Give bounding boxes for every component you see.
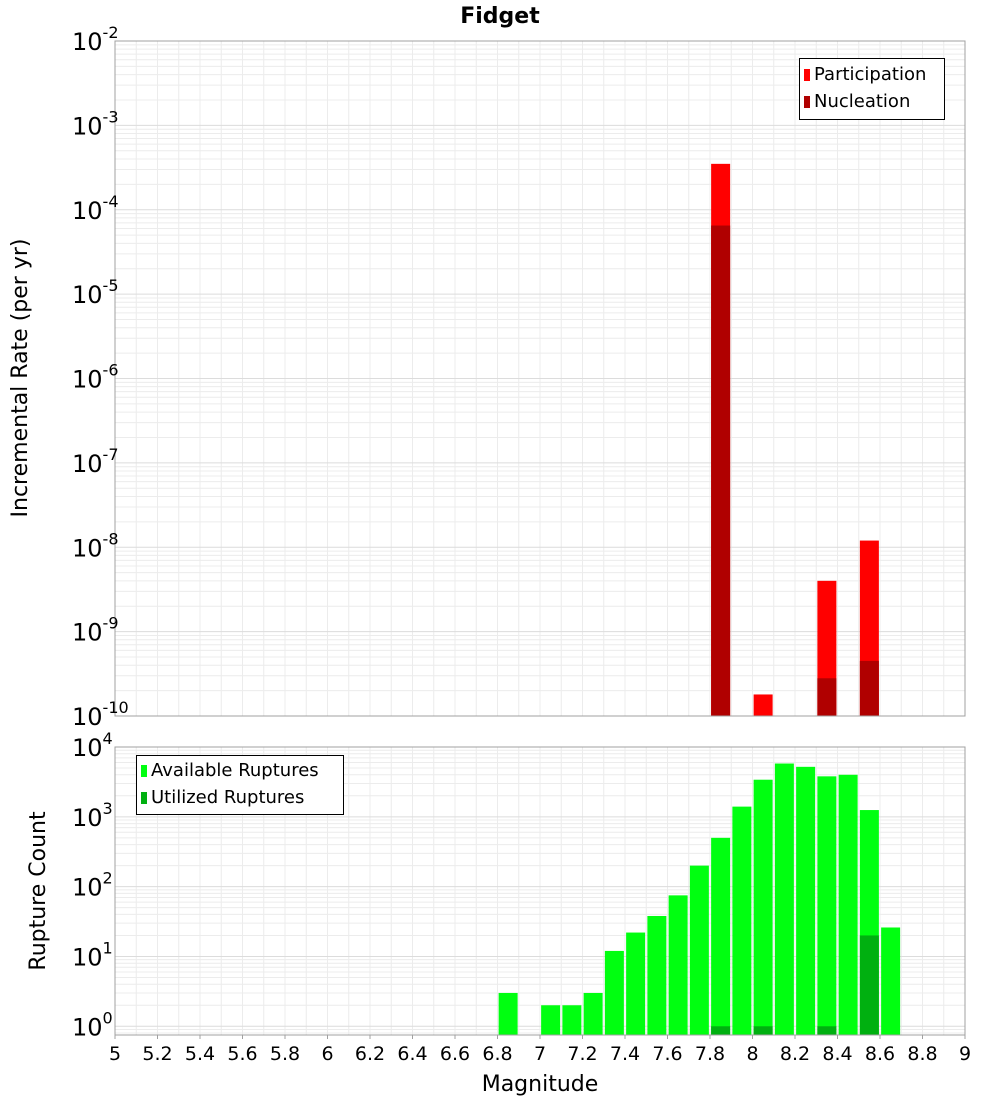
available-ruptures-bar	[732, 806, 752, 1035]
y-tick-label: 10-3	[72, 107, 119, 140]
available-ruptures-bar	[583, 992, 603, 1035]
available-ruptures-bar	[817, 776, 837, 1035]
legend-item-available: Available Ruptures	[137, 757, 343, 784]
x-tick-label: 6.4	[397, 1043, 427, 1065]
available-ruptures-bar	[541, 1005, 561, 1035]
x-tick-label: 8.6	[865, 1043, 895, 1065]
count-panel: 100 101 102 103 104 5 5.2 5.4 5.6 5.8 6 6.2 6.4 6.6 6…	[26, 729, 971, 1097]
nucleation-bar	[711, 225, 731, 716]
available-ruptures-bar	[689, 865, 709, 1035]
rate-y-axis-label: Incremental Rate (per yr)	[8, 239, 33, 518]
utilized-swatch	[141, 791, 147, 804]
y-tick-label: 10-10	[72, 698, 129, 731]
utilized-ruptures-bar	[817, 1026, 837, 1035]
legend-label-available: Available Ruptures	[151, 760, 319, 781]
nucleation-bar	[859, 660, 879, 716]
x-tick-label: 7.4	[610, 1043, 640, 1065]
legend-item-nucleation: Nucleation	[800, 88, 944, 115]
y-tick-label: 10-4	[72, 192, 119, 225]
legend-label-utilized: Utilized Ruptures	[151, 787, 305, 808]
available-ruptures-bar	[604, 950, 624, 1035]
y-tick-label: 10-9	[72, 614, 119, 647]
y-tick-label: 102	[72, 869, 113, 902]
x-tick-label: 6.6	[440, 1043, 470, 1065]
x-tick-label: 5	[109, 1043, 121, 1065]
x-tick-label: 6.8	[482, 1043, 512, 1065]
x-tick-label: 6	[321, 1043, 333, 1065]
x-tick-label: 6.2	[355, 1043, 385, 1065]
legend-item-utilized: Utilized Ruptures	[137, 784, 343, 811]
rate-legend: Participation Nucleation	[799, 58, 945, 120]
x-tick-label: 8	[746, 1043, 758, 1065]
y-tick-label: 103	[72, 799, 113, 832]
rate-panel: 10-10 10-9 10-8 10-7 10-6 10-5 10-4 10-3 10-2 In…	[8, 23, 966, 731]
x-tick-label: 7.6	[652, 1043, 682, 1065]
available-ruptures-bar	[753, 779, 773, 1035]
x-tick-label: 5.8	[270, 1043, 300, 1065]
count-y-ticks: 100 101 102 103 104	[72, 729, 113, 1041]
available-ruptures-bar	[838, 774, 858, 1035]
x-tick-label: 7.8	[695, 1043, 725, 1065]
x-tick-label: 5.2	[142, 1043, 172, 1065]
available-ruptures-bar	[626, 932, 646, 1035]
count-y-axis-label: Rupture Count	[26, 811, 51, 971]
available-ruptures-bar	[774, 763, 794, 1035]
count-legend: Available Ruptures Utilized Ruptures	[136, 755, 344, 815]
x-tick-label: 8.8	[907, 1043, 937, 1065]
x-tick-label: 9	[959, 1043, 971, 1065]
count-bars	[498, 763, 901, 1035]
x-tick-label: 5.6	[227, 1043, 257, 1065]
chart-title: Fidget	[460, 4, 540, 29]
legend-label-participation: Participation	[814, 64, 927, 85]
y-tick-label: 10-8	[72, 529, 119, 562]
rate-y-ticks: 10-10 10-9 10-8 10-7 10-6 10-5 10-4 10-3 10-2	[72, 23, 129, 731]
available-ruptures-bar	[647, 915, 667, 1035]
utilized-ruptures-bar	[859, 935, 879, 1035]
participation-bar	[753, 694, 773, 716]
legend-label-nucleation: Nucleation	[814, 91, 911, 112]
x-axis-label: Magnitude	[482, 1072, 599, 1097]
available-ruptures-bar	[796, 766, 816, 1035]
rate-bars	[711, 163, 879, 717]
y-tick-label: 101	[72, 938, 113, 971]
available-swatch	[141, 764, 147, 777]
available-ruptures-bar	[498, 992, 518, 1035]
y-tick-label: 10-5	[72, 276, 119, 309]
y-tick-label: 100	[72, 1008, 113, 1041]
x-tick-label: 8.2	[780, 1043, 810, 1065]
x-tick-label: 5.4	[185, 1043, 215, 1065]
nucleation-bar	[817, 678, 837, 716]
x-tick-label: 8.4	[822, 1043, 852, 1065]
x-ticks: 5 5.2 5.4 5.6 5.8 6 6.2 6.4 6.6 6.8 7 7.2 7.4 7.6 7.8 8…	[109, 1035, 971, 1065]
utilized-ruptures-bar	[711, 1026, 731, 1035]
available-ruptures-bar	[711, 837, 731, 1035]
available-ruptures-bar	[668, 895, 688, 1035]
x-tick-label: 7	[534, 1043, 546, 1065]
nucleation-swatch	[804, 95, 810, 108]
legend-item-participation: Participation	[800, 61, 944, 88]
utilized-ruptures-bar	[753, 1026, 773, 1035]
participation-swatch	[804, 68, 810, 81]
y-tick-label: 104	[72, 729, 113, 762]
rate-plot-border	[114, 40, 966, 717]
y-tick-label: 10-7	[72, 445, 119, 478]
available-ruptures-bar	[881, 927, 901, 1035]
available-ruptures-bar	[562, 1005, 582, 1035]
y-tick-label: 10-6	[72, 361, 119, 394]
y-tick-label: 10-2	[72, 23, 119, 56]
rate-gridlines	[114, 40, 966, 717]
x-tick-label: 7.2	[567, 1043, 597, 1065]
